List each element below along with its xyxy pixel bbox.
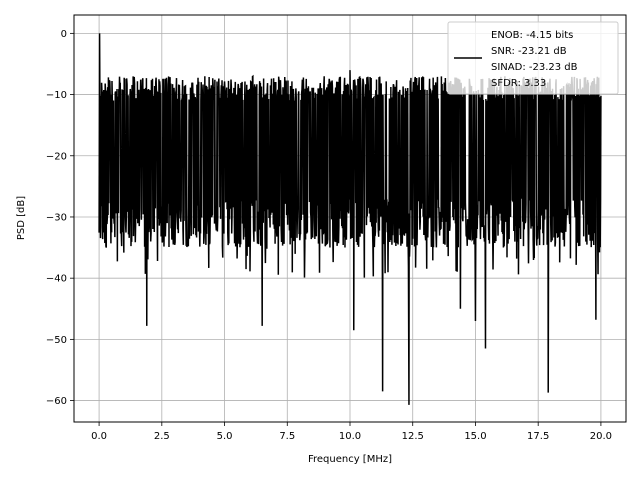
y-tick-label: −40 <box>46 274 67 285</box>
y-axis-label: PSD [dB] <box>16 196 27 240</box>
legend-entry-snr: SNR: -23.21 dB <box>491 46 567 57</box>
x-axis-ticks: 0.0 2.5 5.0 7.5 10.0 12.5 15.0 17.5 20.0 <box>91 422 612 442</box>
x-tick-label: 10.0 <box>339 431 361 442</box>
x-tick-label: 12.5 <box>402 431 424 442</box>
legend: ENOB: -4.15 bits SNR: -23.21 dB SINAD: -… <box>447 21 619 95</box>
legend-box <box>447 21 619 95</box>
x-tick-label: 2.5 <box>154 431 170 442</box>
psd-series-line <box>98 33 602 405</box>
x-tick-label: 20.0 <box>590 431 612 442</box>
x-tick-label: 5.0 <box>217 431 233 442</box>
plot-series <box>98 33 602 405</box>
x-tick-label: 7.5 <box>279 431 295 442</box>
x-axis-label: Frequency [MHz] <box>308 454 392 465</box>
x-tick-label: 0.0 <box>91 431 107 442</box>
y-tick-label: −50 <box>46 335 67 346</box>
legend-entry-enob: ENOB: -4.15 bits <box>491 30 573 41</box>
legend-entry-sinad: SINAD: -23.23 dB <box>491 62 578 73</box>
y-tick-label: −30 <box>46 212 67 223</box>
y-tick-label: 0 <box>61 29 67 40</box>
y-tick-label: −60 <box>46 396 67 407</box>
x-tick-label: 17.5 <box>527 431 549 442</box>
y-tick-label: −10 <box>46 90 67 101</box>
y-tick-label: −20 <box>46 151 67 162</box>
x-tick-label: 15.0 <box>464 431 486 442</box>
legend-entry-sfdr: SFDR: 3.33 <box>491 78 546 89</box>
y-axis-ticks: 0 −10 −20 −30 −40 −50 −60 <box>46 29 74 407</box>
